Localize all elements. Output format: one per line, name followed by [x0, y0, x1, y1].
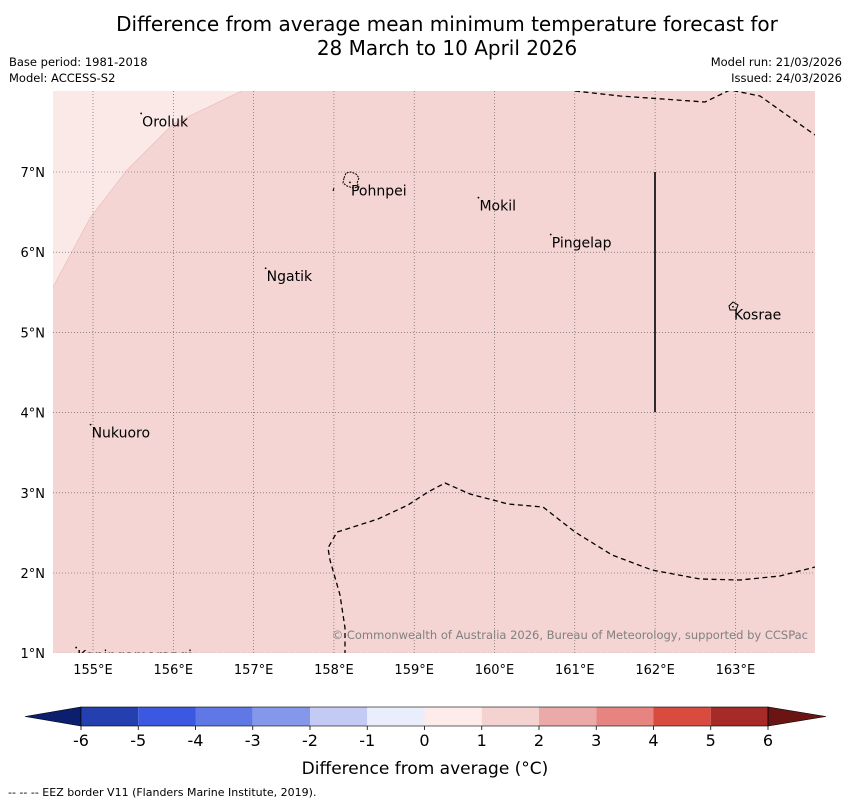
colorbar-tick-label: 5 [706, 731, 716, 750]
place-marker [140, 112, 143, 115]
colorbar-segment [596, 707, 654, 726]
colorbar-segment [252, 707, 310, 726]
colorbar-tick-label: 0 [419, 731, 429, 750]
longitude-tick-label: 158°E [314, 663, 354, 678]
place-label-pohnpei: Pohnpei [351, 183, 407, 199]
colorbar-tick-label: 4 [648, 731, 658, 750]
place-label-kosrae: Kosrae [734, 308, 781, 324]
issued-date: Issued: 24/03/2026 [731, 71, 842, 85]
latitude-tick-label: 5°N [21, 326, 46, 341]
place-label-mokil: Mokil [479, 199, 516, 215]
title-line-1: Difference from average mean minimum tem… [116, 12, 778, 36]
map-area: Oroluk Pohnpei Mokil Pingelap Ngatik Kosrae Nu… [53, 91, 815, 665]
colorbar-segment [195, 707, 253, 726]
place-label-nukuoro: Nukuoro [92, 426, 150, 442]
chart-title: Difference from average mean minimum tem… [0, 12, 850, 60]
longitude-tick-label: 160°E [475, 663, 515, 678]
colorbar: -6 -5 -4 -3 -2 -1 0 1 2 3 4 5 6 [24, 706, 827, 750]
longitude-tick-label: 162°E [635, 663, 675, 678]
colorbar-segment [710, 707, 768, 726]
kosrae-island-outline [728, 301, 739, 311]
place-label-ngatik: Ngatik [267, 269, 313, 285]
copyright-notice: © Commonwealth of Australia 2026, Bureau… [332, 628, 808, 642]
colorbar-segment [81, 707, 139, 726]
anomaly-fill-0-to-1 [53, 91, 243, 288]
base-period: Base period: 1981-2018 [9, 55, 148, 69]
colorbar-tick-label: -1 [359, 731, 375, 750]
eez-border-north [574, 91, 815, 136]
longitude-axis: 155°E 156°E 157°E 158°E 159°E 160°E 161°E 162°E… [73, 663, 755, 678]
colorbar-segment [481, 707, 539, 726]
colorbar-tick-label: -5 [130, 731, 146, 750]
latitude-tick-label: 6°N [21, 246, 46, 261]
longitude-tick-label: 157°E [234, 663, 274, 678]
colorbar-tick-label: 2 [534, 731, 544, 750]
colorbar-label: Difference from average (°C) [302, 759, 549, 779]
colorbar-tick-label: 3 [591, 731, 601, 750]
eez-borders [327, 91, 815, 653]
place-label-pingelap: Pingelap [552, 236, 612, 252]
latitude-tick-label: 3°N [21, 487, 46, 502]
model-name: Model: ACCESS-S2 [9, 71, 116, 85]
place-marker [732, 305, 734, 308]
place-marker [477, 196, 480, 199]
ant-atoll-mark [332, 187, 335, 192]
title-line-2: 28 March to 10 April 2026 [316, 36, 578, 60]
forecast-map: Oroluk Pohnpei Mokil Pingelap Ngatik Kosrae Nu… [21, 91, 827, 779]
colorbar-segment [367, 707, 425, 726]
place-label-kapingamarangi: Kapingamarangi [77, 649, 192, 665]
place-marker [89, 423, 92, 426]
model-info: Base period: 1981-2018 Model: ACCESS-S2 [9, 54, 148, 86]
place-marker [349, 181, 351, 184]
longitude-tick-label: 159°E [394, 663, 434, 678]
place-labels: Oroluk Pohnpei Mokil Pingelap Ngatik Kosrae Nu… [75, 112, 781, 665]
eez-legend-note: -- -- -- EEZ border V11 (Flanders Marine… [8, 786, 317, 799]
longitude-tick-label: 163°E [716, 663, 756, 678]
latitude-tick-label: 2°N [21, 567, 46, 582]
colorbar-segment [138, 707, 196, 726]
colorbar-segment [653, 707, 711, 726]
latitude-tick-label: 1°N [21, 647, 46, 662]
longitude-tick-label: 156°E [154, 663, 194, 678]
place-marker [264, 267, 267, 270]
colorbar-segment [310, 707, 368, 726]
colorbar-extend-low [24, 706, 82, 727]
place-label-oroluk: Oroluk [142, 114, 189, 130]
colorbar-tick-label: 6 [763, 731, 773, 750]
place-marker [75, 646, 78, 649]
latitude-tick-label: 4°N [21, 407, 46, 422]
colorbar-segment [539, 707, 597, 726]
graticule [53, 91, 815, 653]
anomaly-fill-1-to-2 [53, 91, 815, 653]
colorbar-tick-label: 1 [477, 731, 487, 750]
latitude-axis: 7°N 6°N 5°N 4°N 3°N 2°N 1°N [21, 166, 46, 662]
colorbar-segment [424, 707, 482, 726]
model-run: Model run: 21/03/2026 [710, 55, 842, 69]
colorbar-tick-label: -6 [73, 731, 89, 750]
latitude-tick-label: 7°N [21, 166, 46, 181]
longitude-tick-label: 155°E [73, 663, 113, 678]
colorbar-tick-label: -4 [188, 731, 204, 750]
place-marker [549, 233, 552, 236]
eez-border-south [327, 482, 815, 653]
islands [332, 171, 739, 311]
run-info: Model run: 21/03/2026 Issued: 24/03/2026 [711, 54, 842, 86]
longitude-tick-label: 161°E [555, 663, 595, 678]
colorbar-tick-label: -2 [302, 731, 318, 750]
colorbar-tick-label: -3 [245, 731, 261, 750]
colorbar-extend-high [767, 706, 827, 727]
